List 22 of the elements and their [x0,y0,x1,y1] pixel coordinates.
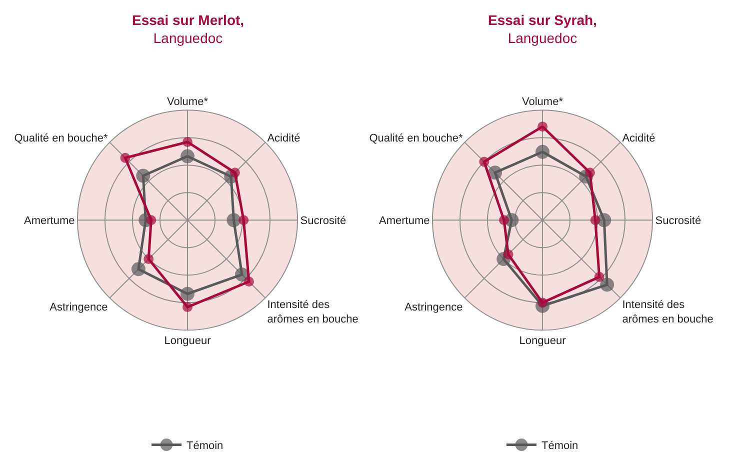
legend-label: Témoin [186,440,224,452]
spoke-label: Qualité en bouche* [14,132,108,145]
chart-subtitle: Languedoc [153,30,223,46]
spoke-label: Intensité des arômes en bouche [622,299,714,326]
spoke-label: Astringence [404,301,463,314]
spoke-label: Astringence [50,301,108,314]
spoke-label: Qualité en bouche* [369,132,464,145]
spoke-label: Acidité [622,132,656,145]
spoke-label: Sucrosité [300,214,346,227]
spoke-label: Longueur [519,334,566,347]
legend-label: Témoin [542,440,578,452]
spoke-label: Volume* [167,96,209,108]
chart-title: Essai sur Syrah, [488,12,597,28]
spoke-label: Sucrosité [655,214,702,227]
spoke-label: Amertume [379,214,430,227]
chart-title: Essai sur Merlot, [132,12,244,28]
spoke-label: Volume* [522,96,564,108]
chart-subtitle: Languedoc [508,30,578,46]
spoke-label: Amertume [24,214,75,227]
spoke-label: Longueur [164,334,212,347]
spoke-label: Acidité [267,132,300,145]
spoke-label: Intensité des arômes en bouche [267,299,358,326]
